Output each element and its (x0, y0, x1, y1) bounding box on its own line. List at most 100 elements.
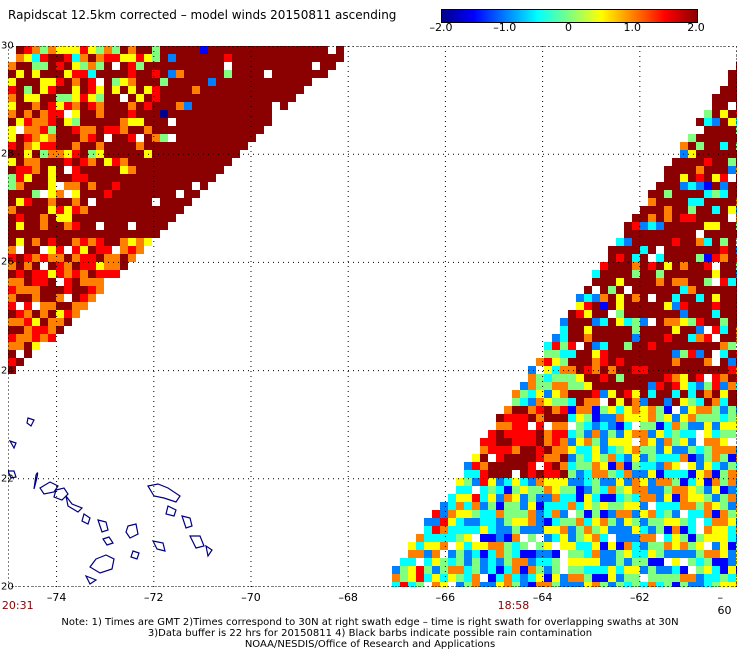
wind-cell (576, 318, 584, 326)
wind-cell (672, 542, 680, 550)
wind-cell (520, 518, 528, 526)
latitude-tick-label: 20 (1, 581, 14, 593)
wind-cell (16, 158, 24, 166)
wind-cell (96, 254, 104, 262)
coastline (102, 536, 114, 546)
wind-cell (672, 374, 680, 382)
wind-cell (640, 358, 648, 366)
wind-cell (160, 86, 168, 94)
wind-cell (608, 494, 616, 502)
wind-cell (472, 462, 480, 470)
wind-cell (624, 518, 632, 526)
wind-cell (680, 302, 688, 310)
wind-cell (512, 558, 520, 566)
wind-cell (152, 94, 160, 102)
wind-cell (552, 374, 560, 382)
wind-cell (144, 222, 152, 230)
wind-cell (144, 206, 152, 214)
wind-cell (736, 206, 737, 214)
wind-cell (608, 382, 616, 390)
wind-cell (688, 334, 696, 342)
wind-cell (200, 126, 208, 134)
wind-cell (104, 70, 112, 78)
wind-cell (192, 86, 200, 94)
wind-cell (520, 510, 528, 518)
wind-cell (48, 46, 56, 54)
wind-cell (480, 526, 488, 534)
wind-cell (600, 278, 608, 286)
wind-cell (600, 558, 608, 566)
wind-cell (176, 150, 184, 158)
wind-cell (624, 358, 632, 366)
wind-cell (280, 70, 288, 78)
wind-cell (616, 302, 624, 310)
wind-cell (112, 190, 120, 198)
wind-cell (208, 102, 216, 110)
wind-cell (728, 310, 736, 318)
wind-cell (24, 326, 32, 334)
wind-cell (656, 310, 664, 318)
wind-cell (648, 422, 656, 430)
wind-cell (720, 126, 728, 134)
wind-cell (32, 214, 40, 222)
wind-cell (544, 446, 552, 454)
wind-cell (208, 150, 216, 158)
wind-cell (128, 214, 136, 222)
wind-cell (632, 566, 640, 574)
wind-cell (552, 438, 560, 446)
wind-cell (712, 150, 720, 158)
wind-cell (72, 238, 80, 246)
wind-cell (624, 430, 632, 438)
wind-cell (464, 486, 472, 494)
wind-cell (512, 390, 520, 398)
wind-cell (488, 502, 496, 510)
wind-cell (504, 494, 512, 502)
wind-cell (16, 310, 24, 318)
wind-cell (712, 518, 720, 526)
wind-cell (576, 518, 584, 526)
wind-cell (168, 102, 176, 110)
wind-cell (600, 478, 608, 486)
wind-cell (256, 54, 264, 62)
wind-cell (152, 214, 160, 222)
wind-cell (240, 110, 248, 118)
wind-cell (704, 350, 712, 358)
wind-cell (672, 414, 680, 422)
wind-cell (696, 470, 704, 478)
wind-cell (616, 358, 624, 366)
wind-cell (560, 318, 568, 326)
wind-cell (624, 310, 632, 318)
wind-cell (240, 54, 248, 62)
wind-cell (152, 158, 160, 166)
wind-cell (64, 270, 72, 278)
wind-cell (696, 278, 704, 286)
wind-cell (296, 78, 304, 86)
wind-cell (720, 134, 728, 142)
wind-cell (128, 206, 136, 214)
wind-cell (728, 454, 736, 462)
wind-cell (440, 534, 448, 542)
wind-cell (560, 406, 568, 414)
wind-cell (696, 414, 704, 422)
wind-cell (672, 510, 680, 518)
wind-cell (688, 158, 696, 166)
wind-cell (536, 494, 544, 502)
wind-cell (160, 134, 168, 142)
wind-cell (176, 62, 184, 70)
wind-cell (712, 454, 720, 462)
wind-cell (584, 350, 592, 358)
wind-cell (104, 270, 112, 278)
wind-cell (648, 486, 656, 494)
wind-cell (56, 158, 64, 166)
wind-cell (8, 230, 16, 238)
wind-cell (576, 550, 584, 558)
wind-cell (520, 438, 528, 446)
wind-cell (8, 222, 16, 230)
wind-cell (712, 286, 720, 294)
wind-cell (736, 270, 737, 278)
longitude-tick-label: –68 (338, 591, 358, 604)
wind-cell (96, 230, 104, 238)
wind-cell (736, 366, 737, 374)
wind-cell (720, 470, 728, 478)
wind-cell (696, 302, 704, 310)
